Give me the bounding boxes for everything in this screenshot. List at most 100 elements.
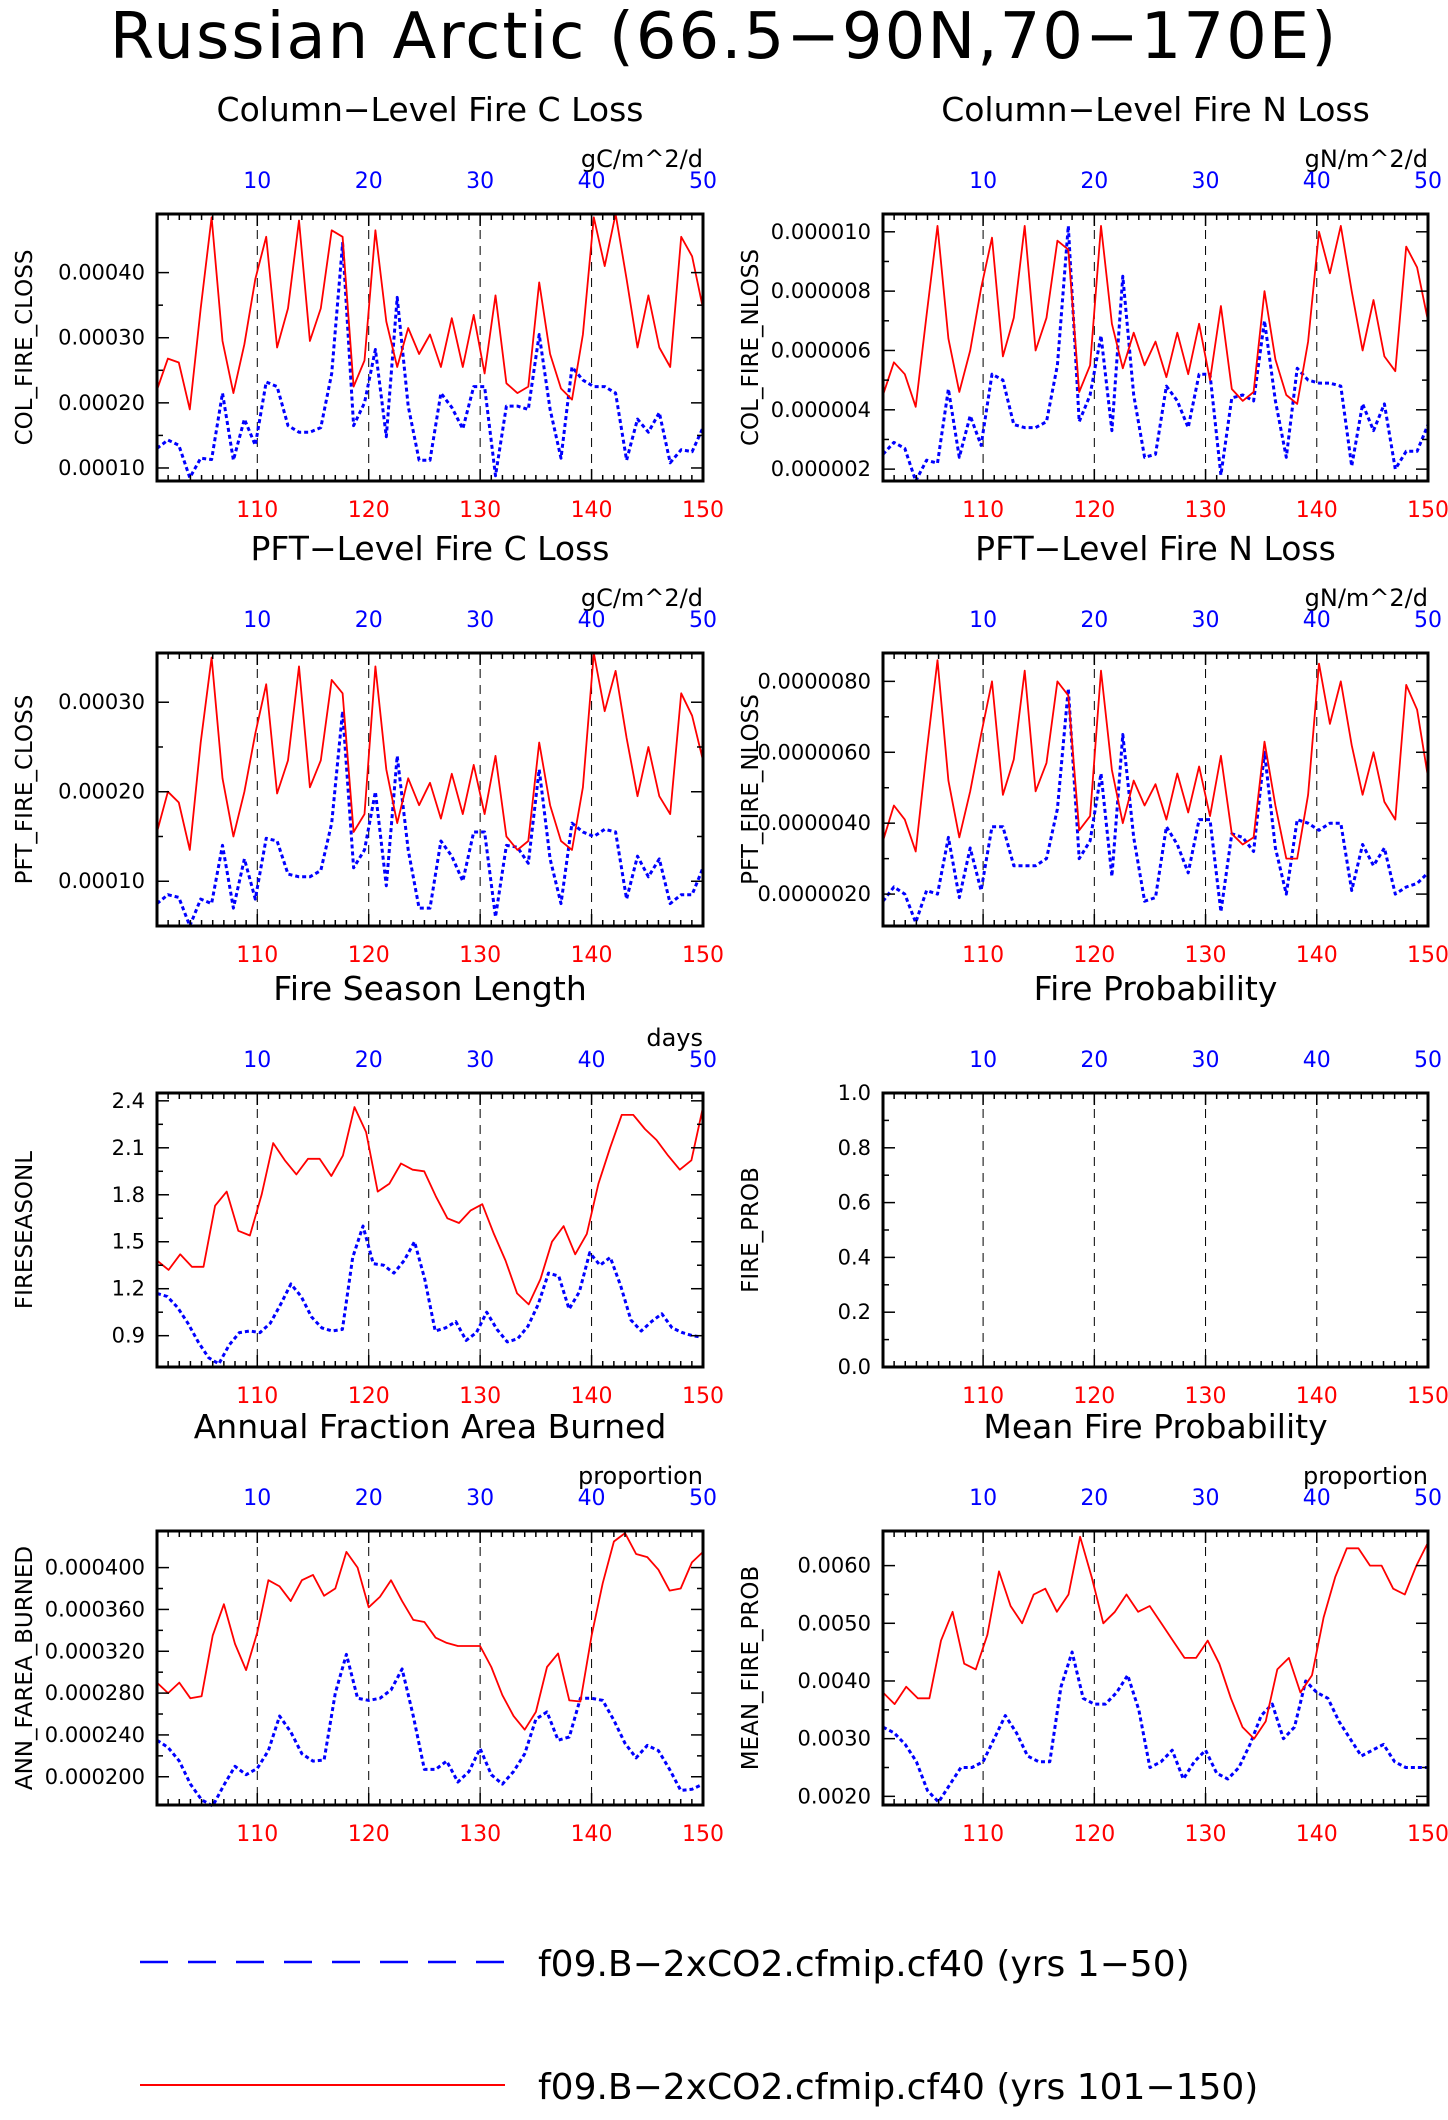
- x-tick-label-bottom: 140: [1296, 498, 1338, 523]
- x-tick-label-top: 50: [1414, 608, 1442, 633]
- y-tick-label: 0.0000060: [757, 740, 871, 764]
- y-tick-label: 0.2: [838, 1300, 871, 1324]
- x-tick-label-top: 30: [1192, 1048, 1220, 1073]
- panel-title: Annual Fraction Area Burned: [194, 1407, 667, 1446]
- x-tick-label-top: 10: [969, 169, 997, 194]
- x-tick-label-bottom: 120: [348, 1822, 390, 1847]
- x-tick-label-bottom: 150: [1407, 1822, 1448, 1847]
- series-line-yrs-101-150: [156, 1532, 704, 1731]
- x-tick-label-top: 20: [355, 608, 383, 633]
- y-tick-label: 0.00010: [58, 869, 145, 893]
- x-tick-label-top: 30: [1192, 1486, 1220, 1511]
- plot-frame: [155, 212, 705, 483]
- series-line-yrs-1-50: [156, 241, 705, 480]
- y-tick-label: 0.000004: [771, 398, 871, 422]
- x-tick-label-bottom: 120: [1073, 498, 1115, 523]
- panel-title: Column−Level Fire N Loss: [941, 90, 1370, 129]
- series-line-yrs-101-150: [882, 659, 1429, 860]
- y-tick-label: 1.8: [112, 1183, 145, 1207]
- x-tick-label-top: 20: [1080, 1486, 1108, 1511]
- series-line-yrs-101-150: [156, 1106, 704, 1306]
- panel-title: PFT−Level Fire C Loss: [250, 529, 609, 568]
- x-tick-label-bottom: 120: [348, 943, 390, 968]
- x-tick-label-bottom: 130: [1185, 1384, 1227, 1409]
- plot-frame: [155, 651, 705, 928]
- y-tick-label: 0.0020: [798, 1784, 871, 1808]
- x-tick-label-bottom: 110: [962, 1384, 1004, 1409]
- panel-units: gC/m^2/d: [581, 584, 703, 612]
- x-tick-label-top: 40: [578, 169, 606, 194]
- page-title: Russian Arctic (66.5−90N,70−170E): [109, 0, 1339, 74]
- x-tick-label-bottom: 130: [1185, 498, 1227, 523]
- x-tick-label-top: 30: [466, 1486, 494, 1511]
- y-tick-label: 0.0: [838, 1355, 871, 1379]
- y-tick-label: 0.000008: [771, 279, 871, 303]
- plot-frame: [881, 1091, 1430, 1369]
- y-tick-label: 2.4: [112, 1089, 145, 1113]
- plot-frame: [881, 651, 1430, 928]
- x-tick-label-bottom: 110: [236, 1822, 278, 1847]
- y-tick-label: 0.000360: [45, 1597, 145, 1621]
- y-axis-label: FIRE_PROB: [738, 1167, 764, 1293]
- plot-frame: [881, 212, 1430, 483]
- x-tick-label-top: 20: [355, 1048, 383, 1073]
- y-tick-label: 1.5: [112, 1230, 145, 1254]
- x-tick-label-bottom: 110: [962, 943, 1004, 968]
- x-tick-label-top: 30: [1192, 608, 1220, 633]
- y-tick-label: 0.000240: [45, 1723, 145, 1747]
- panel-units: gN/m^2/d: [1305, 584, 1428, 612]
- series-line-yrs-101-150: [882, 224, 1429, 408]
- series-line-yrs-101-150: [156, 652, 704, 851]
- y-tick-label: 0.0000040: [757, 811, 871, 835]
- x-tick-label-top: 30: [1192, 169, 1220, 194]
- y-tick-label: 0.000200: [45, 1765, 145, 1789]
- x-tick-label-top: 10: [969, 1048, 997, 1073]
- series-line-yrs-1-50: [881, 224, 1430, 483]
- x-tick-label-bottom: 110: [236, 1384, 278, 1409]
- x-tick-label-top: 20: [355, 1486, 383, 1511]
- x-tick-label-bottom: 130: [1185, 1822, 1227, 1847]
- panel-units: gC/m^2/d: [581, 145, 703, 173]
- y-axis-label: ANN_FAREA_BURNED: [12, 1546, 38, 1790]
- plot-frame: [881, 1529, 1430, 1807]
- y-tick-label: 0.4: [838, 1245, 871, 1269]
- x-tick-label-top: 50: [1414, 1048, 1442, 1073]
- y-tick-label: 0.00040: [58, 261, 145, 285]
- y-tick-label: 0.6: [838, 1191, 871, 1215]
- x-tick-label-bottom: 110: [962, 498, 1004, 523]
- y-axis-label: COL_FIRE_NLOSS: [738, 249, 764, 446]
- x-tick-label-bottom: 150: [1407, 1384, 1448, 1409]
- y-tick-label: 0.0040: [798, 1669, 871, 1693]
- x-tick-label-top: 50: [689, 608, 717, 633]
- y-tick-label: 0.0060: [798, 1554, 871, 1578]
- series-line-yrs-101-150: [882, 1535, 1429, 1740]
- x-tick-label-bottom: 120: [348, 1384, 390, 1409]
- x-tick-label-bottom: 130: [459, 943, 501, 968]
- x-tick-label-top: 50: [1414, 169, 1442, 194]
- y-tick-label: 0.0050: [798, 1611, 871, 1635]
- x-tick-label-top: 40: [578, 1486, 606, 1511]
- x-tick-label-top: 40: [1303, 1486, 1331, 1511]
- x-tick-label-bottom: 150: [1407, 943, 1448, 968]
- y-tick-label: 2.1: [112, 1136, 145, 1160]
- y-tick-label: 0.00010: [58, 456, 145, 480]
- y-tick-label: 0.000280: [45, 1681, 145, 1705]
- x-tick-label-bottom: 110: [962, 1822, 1004, 1847]
- y-tick-label: 0.000010: [771, 220, 871, 244]
- x-tick-label-top: 40: [1303, 1048, 1331, 1073]
- x-tick-label-bottom: 150: [682, 943, 724, 968]
- y-tick-label: 0.9: [112, 1324, 145, 1348]
- x-tick-label-bottom: 130: [1185, 943, 1227, 968]
- panel-units: proportion: [1303, 1462, 1428, 1490]
- x-tick-label-bottom: 140: [1296, 1822, 1338, 1847]
- x-tick-label-bottom: 120: [1073, 943, 1115, 968]
- x-tick-label-bottom: 110: [236, 498, 278, 523]
- x-tick-label-top: 10: [969, 608, 997, 633]
- y-axis-label: PFT_FIRE_CLOSS: [12, 695, 38, 885]
- y-tick-label: 0.00020: [58, 391, 145, 415]
- x-tick-label-top: 20: [355, 169, 383, 194]
- y-tick-label: 1.2: [112, 1277, 145, 1301]
- x-tick-label-bottom: 150: [682, 498, 724, 523]
- y-tick-label: 0.0030: [798, 1727, 871, 1751]
